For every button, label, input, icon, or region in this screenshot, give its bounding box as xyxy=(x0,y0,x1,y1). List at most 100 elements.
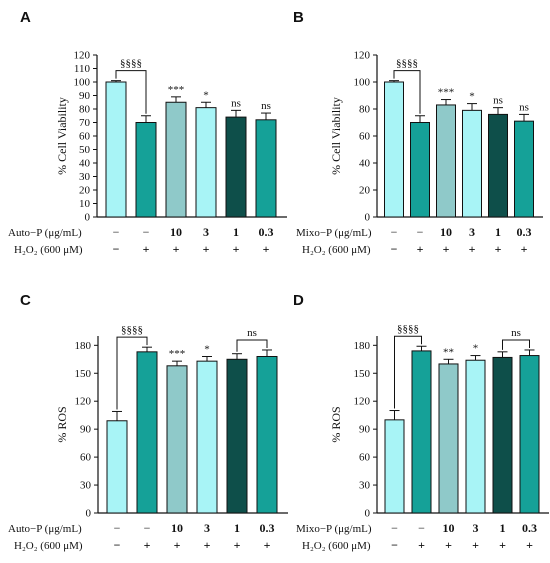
h2o2-value: − xyxy=(113,242,120,256)
h2o2-value: + xyxy=(445,538,452,552)
y-tick-label: 30 xyxy=(359,480,371,492)
y-axis-label: % Cell Viability xyxy=(55,97,69,175)
dose-value: 0.3 xyxy=(259,225,274,239)
bar xyxy=(106,420,128,514)
y-tick-label: 0 xyxy=(85,212,91,224)
y-tick-label: 60 xyxy=(359,131,371,143)
panel-label: B xyxy=(293,9,304,26)
bar xyxy=(226,358,248,514)
bar xyxy=(136,351,158,514)
y-tick-label: 30 xyxy=(79,171,91,183)
h2o2-value: + xyxy=(144,538,151,552)
dose-value: − xyxy=(143,225,150,239)
significance-bracket xyxy=(115,70,147,114)
dose-value: 10 xyxy=(170,225,182,239)
significance-bracket xyxy=(394,335,422,409)
bar xyxy=(438,363,459,514)
bracket-label: §§§§ xyxy=(120,58,142,70)
h2o2-value: + xyxy=(417,242,424,256)
dose-value: − xyxy=(417,225,424,239)
bar xyxy=(135,122,157,218)
significance-label: * xyxy=(203,89,209,101)
treatment-row-label: Mixo−P (μg/mL) xyxy=(296,227,372,239)
significance-bracket xyxy=(502,339,530,350)
y-tick-label: 60 xyxy=(359,452,371,464)
significance-label: ** xyxy=(443,346,454,358)
bar xyxy=(105,81,127,218)
y-tick-label: 150 xyxy=(354,368,371,380)
y-tick-label: 70 xyxy=(79,117,91,129)
h2o2-value: + xyxy=(443,242,450,256)
dose-value: 3 xyxy=(204,521,210,535)
bracket-label: §§§§ xyxy=(396,58,418,70)
dose-value: − xyxy=(391,225,398,239)
y-tick-label: 100 xyxy=(354,77,371,89)
dose-value: 0.3 xyxy=(260,521,275,535)
bar xyxy=(462,109,482,218)
h2o2-value: + xyxy=(173,242,180,256)
y-tick-label: 20 xyxy=(79,185,91,197)
dose-value: 3 xyxy=(469,225,475,239)
y-axis-label: % Cell Viability xyxy=(329,97,343,175)
panel-label: C xyxy=(20,292,31,309)
significance-label: *** xyxy=(168,84,185,96)
y-tick-label: 0 xyxy=(86,508,92,520)
h2o2-value: + xyxy=(233,242,240,256)
h2o2-value: + xyxy=(495,242,502,256)
bracket-label: ns xyxy=(247,327,257,339)
y-axis-label: % ROS xyxy=(329,406,343,442)
y-tick-label: 180 xyxy=(354,340,371,352)
h2o2-value: − xyxy=(391,538,398,552)
dose-value: − xyxy=(391,521,398,535)
bar xyxy=(256,355,278,514)
significance-label: * xyxy=(473,343,479,355)
bar xyxy=(492,356,513,514)
y-tick-label: 20 xyxy=(359,185,371,197)
significance-label: ns xyxy=(493,95,503,107)
h2o2-value: + xyxy=(469,242,476,256)
bar xyxy=(465,359,486,514)
y-tick-label: 10 xyxy=(79,198,91,210)
y-tick-label: 90 xyxy=(79,90,91,102)
significance-label: * xyxy=(469,91,475,103)
dose-value: − xyxy=(113,225,120,239)
panel-label: D xyxy=(293,292,304,309)
bar xyxy=(519,355,540,514)
y-tick-label: 90 xyxy=(80,424,92,436)
treatment-row-label: Auto−P (μg/mL) xyxy=(8,523,82,535)
y-tick-label: 30 xyxy=(80,480,92,492)
y-tick-label: 0 xyxy=(365,508,371,520)
dose-value: 3 xyxy=(203,225,209,239)
h2o2-value: + xyxy=(472,538,479,552)
y-tick-label: 80 xyxy=(359,104,371,116)
treatment-row-label: H₂O₂ (600 μM) xyxy=(302,540,371,552)
significance-label: *** xyxy=(438,87,455,99)
h2o2-value: + xyxy=(264,538,271,552)
dose-value: 0.3 xyxy=(522,521,537,535)
panel-label: A xyxy=(20,9,31,26)
bar xyxy=(411,350,432,514)
bar xyxy=(384,81,404,218)
h2o2-value: + xyxy=(526,538,533,552)
dose-value: 0.3 xyxy=(517,225,532,239)
y-tick-label: 60 xyxy=(80,452,92,464)
bar xyxy=(166,365,188,514)
treatment-row-label: Mixo−P (μg/mL) xyxy=(296,523,372,535)
significance-label: ns xyxy=(519,101,529,113)
y-tick-label: 100 xyxy=(74,77,91,89)
h2o2-value: − xyxy=(391,242,398,256)
dose-value: 10 xyxy=(440,225,452,239)
significance-label: * xyxy=(204,343,210,355)
treatment-row-label: H₂O₂ (600 μM) xyxy=(14,540,83,552)
bar xyxy=(514,120,534,218)
h2o2-value: + xyxy=(143,242,150,256)
dose-value: 10 xyxy=(171,521,183,535)
y-tick-label: 80 xyxy=(79,104,91,116)
dose-value: 1 xyxy=(495,225,501,239)
significance-label: ns xyxy=(231,97,241,109)
